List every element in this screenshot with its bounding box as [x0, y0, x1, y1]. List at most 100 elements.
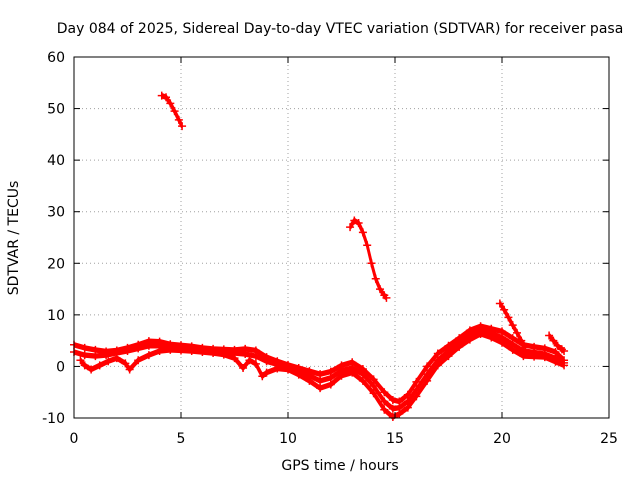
x-tick-label: 10	[279, 431, 297, 447]
data-point	[433, 349, 442, 358]
data-point	[380, 405, 389, 414]
y-tick-label: 50	[47, 102, 65, 118]
data-point	[125, 365, 134, 374]
data-point	[369, 375, 378, 384]
y-tick-label: 20	[47, 256, 65, 272]
data-point	[530, 352, 539, 361]
series-line	[73, 323, 565, 401]
y-tick-label: 40	[47, 153, 65, 169]
data-point	[187, 346, 196, 355]
data-point	[476, 329, 485, 338]
plot-frame	[73, 56, 610, 419]
data-point	[500, 305, 509, 314]
data-point	[551, 357, 560, 366]
y-tick-label: 60	[47, 50, 65, 66]
x-tick-label: 25	[600, 431, 618, 447]
data-point	[369, 389, 378, 398]
data-point	[316, 376, 325, 385]
data-point	[504, 313, 513, 322]
data-point	[174, 115, 183, 124]
grid	[74, 57, 609, 418]
data-point	[560, 346, 569, 355]
data-point	[209, 349, 218, 358]
data-point	[144, 341, 153, 350]
data-point	[80, 351, 89, 360]
data-point	[358, 228, 367, 237]
data-point	[155, 346, 164, 355]
data-point	[423, 376, 432, 385]
data-point	[487, 333, 496, 342]
y-tick-label: 0	[56, 359, 65, 375]
series-line	[79, 332, 565, 419]
data-point	[367, 259, 376, 268]
data-point	[316, 370, 325, 379]
data-point	[348, 368, 357, 377]
data-point	[219, 350, 228, 359]
x-axis-label: GPS time / hours	[281, 458, 398, 474]
data-point	[80, 361, 89, 370]
data-point	[294, 370, 303, 379]
data-point	[465, 335, 474, 344]
chart-title: Day 084 of 2025, Sidereal Day-to-day VTE…	[57, 21, 624, 37]
data-point	[87, 365, 96, 374]
data-point	[245, 356, 254, 365]
data-point	[358, 376, 367, 385]
data-point	[316, 384, 325, 393]
data-point	[363, 241, 372, 250]
data-point	[350, 216, 359, 225]
data-point	[337, 371, 346, 380]
data-point	[498, 338, 506, 347]
data-point	[241, 350, 250, 359]
data-point	[95, 361, 104, 370]
y-tick-label: -10	[42, 411, 65, 427]
series-layer	[70, 91, 569, 421]
data-point	[495, 299, 504, 308]
data-point	[239, 363, 248, 372]
series-line	[79, 331, 565, 417]
series-band-lower	[76, 329, 569, 421]
data-point	[273, 364, 282, 373]
data-point	[380, 388, 389, 397]
data-point	[517, 336, 526, 345]
data-point	[388, 404, 397, 413]
data-point	[358, 370, 367, 379]
data-point	[170, 107, 179, 116]
ticks: 0 5 10 15 20 25 -10 0 10 20 30 40 50 60	[42, 50, 618, 447]
series-arc-mid-high	[346, 216, 391, 302]
data-point	[519, 352, 528, 361]
data-point	[121, 359, 130, 368]
data-point	[403, 403, 412, 412]
data-point	[388, 395, 397, 404]
data-point	[380, 397, 389, 406]
data-point	[388, 412, 397, 421]
data-point	[423, 362, 432, 371]
data-point	[166, 99, 175, 108]
data-point	[354, 219, 363, 228]
data-point	[76, 356, 85, 365]
data-point	[251, 352, 260, 361]
data-point	[262, 357, 271, 366]
x-tick-label: 15	[386, 431, 404, 447]
data-point	[91, 352, 100, 361]
x-tick-label: 20	[493, 431, 511, 447]
series-line	[73, 327, 565, 409]
series-arc-early-high	[157, 91, 187, 131]
data-point	[376, 285, 385, 294]
data-point	[382, 293, 391, 302]
data-point	[545, 331, 554, 340]
data-point	[508, 321, 517, 330]
data-point	[162, 93, 171, 102]
data-point	[521, 342, 530, 351]
series-line	[79, 334, 565, 420]
data-point	[157, 91, 166, 100]
data-point	[371, 274, 380, 283]
data-point	[455, 342, 464, 351]
x-tick-label: 0	[70, 431, 79, 447]
data-point	[549, 336, 558, 345]
data-point	[104, 357, 113, 366]
data-point	[198, 347, 207, 356]
data-point	[123, 346, 132, 355]
data-point	[178, 122, 187, 131]
data-point	[262, 368, 271, 377]
